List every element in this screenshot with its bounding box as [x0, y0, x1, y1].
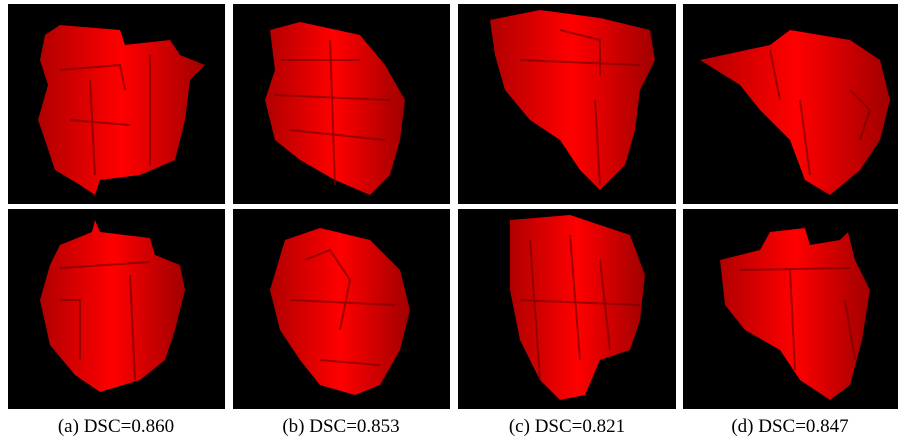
contour: [519, 234, 641, 381]
contour: [59, 261, 151, 381]
caption-d: (d) DSC=0.847: [731, 416, 848, 437]
contour: [59, 55, 151, 176]
panel-caption: DSC=0.847: [758, 416, 848, 437]
panel-a: [8, 4, 225, 409]
panel-d: [683, 4, 898, 409]
segmentation: [265, 22, 405, 195]
segmentation: [720, 228, 870, 400]
panel-label: (a): [58, 416, 79, 437]
contour: [739, 267, 856, 371]
panel-caption: DSC=0.860: [84, 416, 174, 437]
panel-caption: DSC=0.821: [535, 416, 625, 437]
panel-caption: DSC=0.853: [309, 416, 399, 437]
segmentation: [510, 215, 645, 400]
segmentation: [700, 30, 890, 195]
panel-c: [458, 4, 676, 409]
panel-label: (b): [282, 416, 304, 437]
contour: [519, 29, 641, 186]
panel-label: (d): [731, 416, 753, 437]
caption-c: (c) DSC=0.821: [509, 416, 625, 437]
contour: [289, 248, 396, 366]
segmentation: [490, 10, 655, 190]
caption-b: (b) DSC=0.853: [282, 416, 399, 437]
contour: [769, 49, 872, 176]
caption-a: (a) DSC=0.860: [58, 416, 174, 437]
segmentation: [270, 228, 410, 395]
panel-label: (c): [509, 416, 530, 437]
panel-b: [233, 4, 450, 409]
contour: [274, 39, 391, 186]
